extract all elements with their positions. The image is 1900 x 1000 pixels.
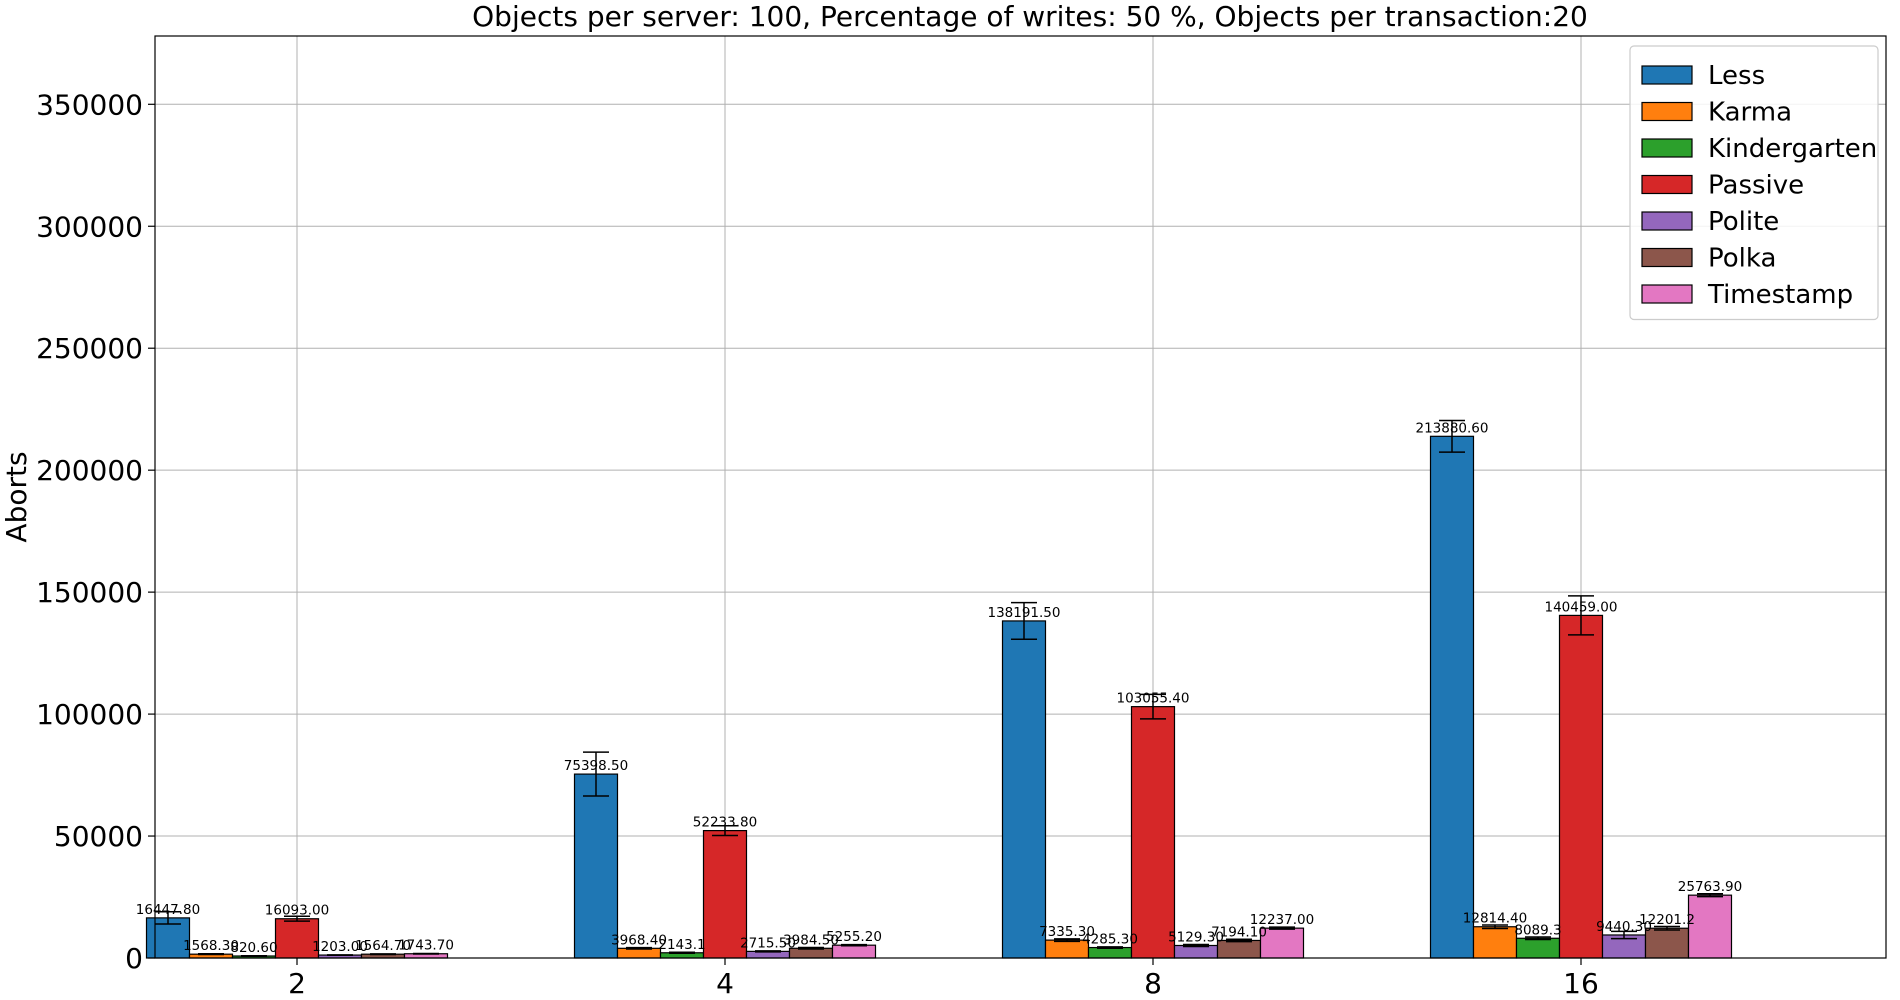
data-label-timestamp: 25763.90 (1678, 879, 1742, 895)
axis-ticks: 0 50000 100000 150000 200000 250000 300000 3500… (36, 88, 1599, 1000)
y-axis-label: Aborts (0, 451, 33, 542)
data-label-less: 75398.50 (564, 758, 628, 774)
data-label-karma: 1568.30 (183, 938, 239, 954)
data-labels: 16447.80 75398.50 138191.50 213880.60 1568.3… (136, 420, 1742, 956)
data-label-kindergarten: 820.60 (230, 940, 277, 956)
data-label-less: 213880.60 (1415, 420, 1488, 436)
bar-timestamp (1687, 894, 1733, 959)
legend-label-passive: Passive (1708, 171, 1804, 201)
x-tick-label: 8 (1144, 967, 1162, 1000)
data-label-less: 16447.80 (136, 902, 200, 918)
data-label-timestamp: 5255.20 (826, 929, 882, 945)
legend-swatch-polite (1641, 211, 1693, 231)
data-label-kindergarten: 2143.1 (658, 937, 705, 953)
legend-swatch-polka (1641, 247, 1693, 268)
y-tick-label: 250000 (36, 332, 143, 365)
bars (145, 435, 1733, 959)
bar-timestamp (831, 944, 877, 959)
data-label-polka: 3984.50 (783, 932, 839, 948)
data-label-polite: 1203.00 (312, 939, 368, 955)
legend-label-less: Less (1708, 61, 1765, 91)
y-tick-label: 100000 (36, 698, 143, 731)
bar-polka (1644, 927, 1690, 959)
x-tick-label: 4 (716, 967, 734, 1000)
data-label-kindergarten: 8089.3 (1514, 922, 1561, 938)
bar-less (1429, 435, 1475, 959)
data-label-passive: 140459.00 (1544, 599, 1617, 615)
error-bars (155, 419, 1723, 957)
data-label-polite: 9440.30 (1596, 919, 1652, 935)
bar-polite (1173, 944, 1219, 959)
bar-passive (702, 829, 748, 959)
bar-passive (1558, 614, 1604, 959)
bar-kindergarten (1515, 937, 1561, 959)
data-label-karma: 3968.40 (611, 932, 667, 948)
data-label-passive: 16093.00 (265, 903, 329, 919)
bar-polka (1216, 939, 1262, 959)
legend: Less Karma Kindergarten Passive Polite Polka T… (1629, 45, 1879, 321)
data-label-passive: 52233.80 (693, 815, 757, 831)
bar-less (1001, 620, 1047, 959)
x-tick-label: 16 (1563, 967, 1599, 1000)
legend-swatch-less (1641, 65, 1693, 85)
data-label-kindergarten: 4285.30 (1082, 932, 1138, 948)
data-label-karma: 12814.40 (1463, 911, 1527, 927)
y-tick-label: 200000 (36, 454, 143, 487)
data-label-polka: 7194.10 (1211, 924, 1267, 940)
gridlines (155, 36, 1886, 959)
x-tick-label: 2 (288, 967, 306, 1000)
y-tick-label: 350000 (36, 88, 143, 121)
data-label-less: 138191.50 (987, 605, 1060, 621)
data-label-polka: 1564.70 (355, 938, 411, 954)
data-label-polka: 12201.2 (1639, 912, 1695, 928)
data-label-timestamp: 1743.70 (398, 938, 454, 954)
data-label-karma: 7335.30 (1039, 924, 1095, 940)
y-tick-label: 0 (125, 942, 143, 975)
legend-label-polka: Polka (1708, 244, 1776, 274)
bar-timestamp (1259, 927, 1305, 959)
data-label-timestamp: 12237.00 (1250, 912, 1314, 928)
y-tick-label: 50000 (54, 820, 143, 853)
legend-swatch-passive (1641, 174, 1693, 195)
legend-swatch-kindergarten (1641, 138, 1693, 158)
y-tick-label: 150000 (36, 576, 143, 609)
legend-label-karma: Karma (1708, 98, 1792, 128)
data-label-polite: 2715.50 (740, 935, 796, 951)
bar-passive (1130, 706, 1176, 959)
bar-kindergarten (1087, 946, 1133, 959)
bar-less (573, 773, 619, 959)
plot-area (154, 35, 1887, 959)
legend-label-kindergarten: Kindergarten (1708, 134, 1877, 164)
data-label-polite: 5129.30 (1168, 929, 1224, 945)
chart-title: Objects per server: 100, Percentage of w… (472, 0, 1588, 33)
bar-karma (1472, 926, 1518, 959)
legend-label-polite: Polite (1708, 207, 1779, 237)
legend-label-timestamp: Timestamp (1707, 280, 1853, 310)
legend-swatch-timestamp (1641, 284, 1693, 304)
data-label-passive: 103055.40 (1116, 691, 1189, 707)
y-tick-label: 300000 (36, 210, 143, 243)
legend-swatch-karma (1641, 101, 1693, 122)
